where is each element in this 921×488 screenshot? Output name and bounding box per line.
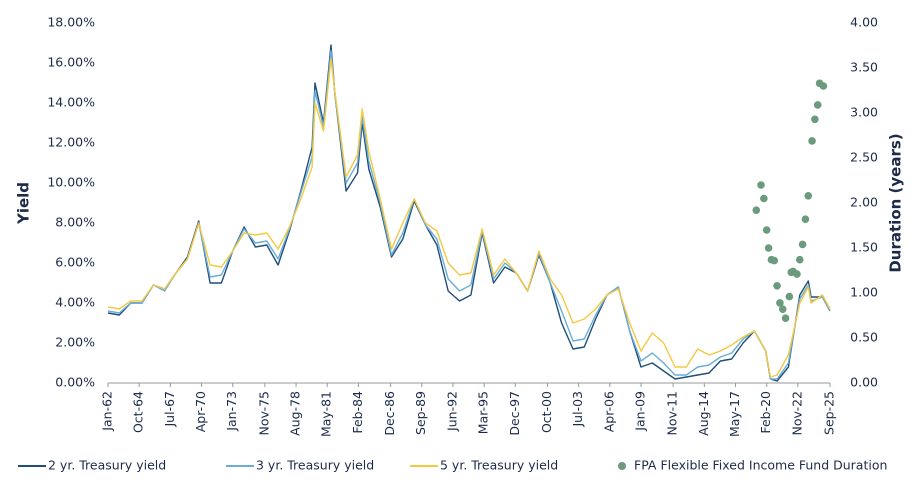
y-tick-label: 4.00% — [55, 295, 95, 310]
x-tick-label: Mar-95 — [476, 391, 491, 434]
duration-point — [752, 206, 761, 214]
y2-axis-title: Duration (years) — [887, 133, 905, 272]
x-tick-label: Nov-75 — [256, 391, 271, 435]
duration-point — [813, 101, 822, 109]
x-tick-label: Jan-73 — [224, 391, 239, 432]
legend-label: FPA Flexible Fixed Income Fund Duration — [634, 458, 887, 473]
duration-point — [770, 256, 779, 265]
duration-point — [795, 255, 804, 264]
y-tick-label: 6.00% — [55, 255, 95, 270]
yield-line — [107, 44, 831, 382]
duration-point — [760, 194, 768, 203]
duration-point — [778, 305, 787, 314]
y2-tick-label: 2.50 — [850, 150, 878, 165]
y-tick-label: 8.00% — [55, 215, 95, 230]
y-tick-label: 10.00% — [47, 175, 95, 190]
duration-point — [808, 137, 816, 145]
duration-point — [819, 82, 828, 90]
legend-label: 5 yr. Treasury yield — [440, 458, 558, 473]
duration-point — [757, 181, 765, 189]
x-tick-label: Apr-06 — [601, 391, 616, 432]
duration-point — [801, 215, 810, 223]
y2-tick-label: 4.00 — [850, 15, 878, 30]
duration-point — [773, 282, 781, 290]
x-tick-label: Jul-03 — [570, 391, 585, 428]
y2-tick-label: 3.00 — [850, 105, 878, 120]
y-tick-label: 2.00% — [55, 335, 95, 350]
y-tick-label: 14.00% — [47, 95, 95, 110]
x-tick-label: Aug-14 — [696, 391, 711, 436]
y-tick-label: 16.00% — [47, 55, 95, 70]
y2-tick-label: 1.00 — [850, 285, 878, 300]
x-tick-label: Apr-70 — [193, 391, 208, 432]
duration-point — [793, 270, 801, 278]
x-tick-label: Sep-25 — [822, 391, 837, 435]
yield-line — [107, 50, 831, 380]
y-tick-label: 18.00% — [47, 15, 95, 30]
x-tick-label: Sep-89 — [413, 391, 428, 435]
legend-label: 2 yr. Treasury yield — [48, 458, 166, 473]
x-tick-label: Nov-11 — [665, 391, 680, 435]
y2-tick-label: 2.00 — [850, 195, 878, 210]
y-axis-title: Yield — [15, 182, 33, 225]
x-tick-label: Jan-09 — [632, 391, 647, 432]
duration-point — [804, 192, 813, 200]
y2-tick-label: 1.50 — [850, 240, 878, 255]
x-tick-label: Feb-84 — [350, 391, 365, 434]
legend-marker — [618, 462, 626, 470]
x-tick-label: Nov-22 — [789, 391, 804, 435]
duration-point — [798, 240, 807, 249]
duration-point — [785, 292, 794, 301]
y2-tick-label: 0.50 — [850, 330, 878, 345]
duration-point — [762, 226, 771, 234]
x-tick-label: May-17 — [727, 391, 742, 437]
legend-label: 3 yr. Treasury yield — [256, 458, 374, 473]
x-tick-label: Oct-00 — [539, 391, 554, 433]
x-tick-label: Aug-78 — [288, 391, 303, 436]
y2-tick-label: 0.00 — [850, 375, 878, 390]
x-tick-label: Jul-67 — [162, 391, 177, 428]
x-tick-label: Oct-64 — [131, 391, 146, 433]
x-tick-label: Jun-92 — [444, 391, 459, 432]
y-tick-label: 12.00% — [47, 135, 95, 150]
duration-point — [811, 115, 819, 124]
y2-tick-label: 3.50 — [850, 60, 878, 75]
x-tick-label: Jan-62 — [100, 391, 115, 432]
x-tick-label: Dec-86 — [382, 391, 397, 436]
x-tick-label: Feb-20 — [758, 391, 773, 434]
duration-point — [781, 314, 790, 323]
duration-point — [764, 244, 773, 252]
x-tick-label: Dec-97 — [507, 391, 522, 436]
duration-point — [776, 299, 784, 307]
yield-line — [107, 58, 831, 378]
y-tick-label: 0.00% — [55, 375, 95, 390]
x-tick-label: May-81 — [319, 391, 334, 437]
